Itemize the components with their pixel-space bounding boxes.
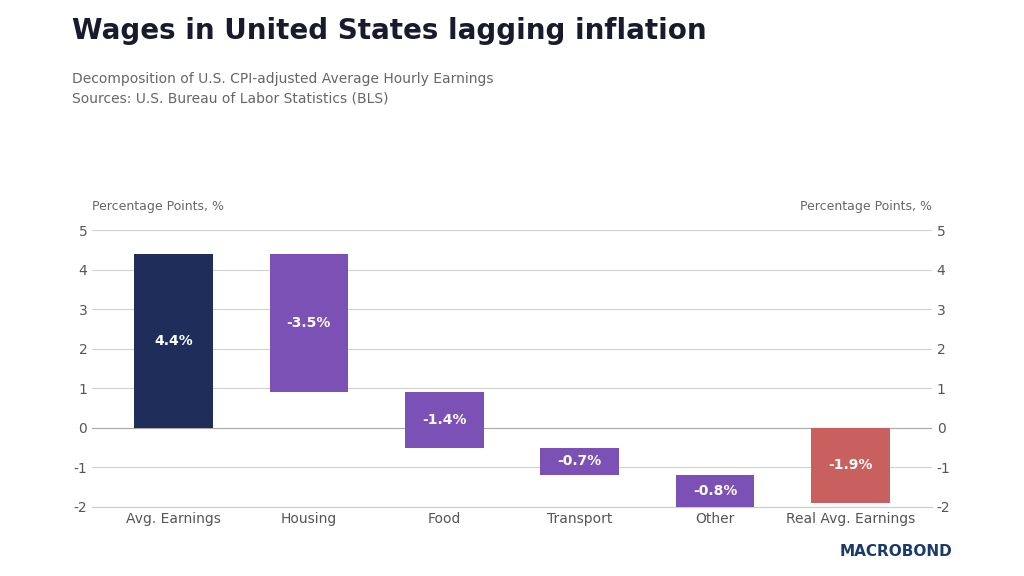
Text: -1.4%: -1.4% bbox=[422, 413, 467, 427]
Bar bbox=[406, 392, 483, 448]
Text: -1.9%: -1.9% bbox=[828, 458, 872, 472]
Bar bbox=[269, 254, 348, 392]
Text: 4.4%: 4.4% bbox=[154, 334, 193, 348]
Bar bbox=[541, 448, 618, 475]
Text: Percentage Points, %: Percentage Points, % bbox=[92, 200, 224, 213]
Text: -3.5%: -3.5% bbox=[287, 316, 331, 330]
Bar bbox=[134, 254, 213, 428]
Bar bbox=[676, 475, 755, 507]
Bar bbox=[811, 428, 890, 503]
Text: Decomposition of U.S. CPI-adjusted Average Hourly Earnings
Sources: U.S. Bureau : Decomposition of U.S. CPI-adjusted Avera… bbox=[72, 72, 494, 105]
Text: Percentage Points, %: Percentage Points, % bbox=[800, 200, 932, 213]
Text: MACROBOND: MACROBOND bbox=[840, 544, 952, 559]
Text: Wages in United States lagging inflation: Wages in United States lagging inflation bbox=[72, 17, 707, 46]
Text: -0.7%: -0.7% bbox=[558, 454, 602, 468]
Text: -0.8%: -0.8% bbox=[693, 484, 737, 498]
